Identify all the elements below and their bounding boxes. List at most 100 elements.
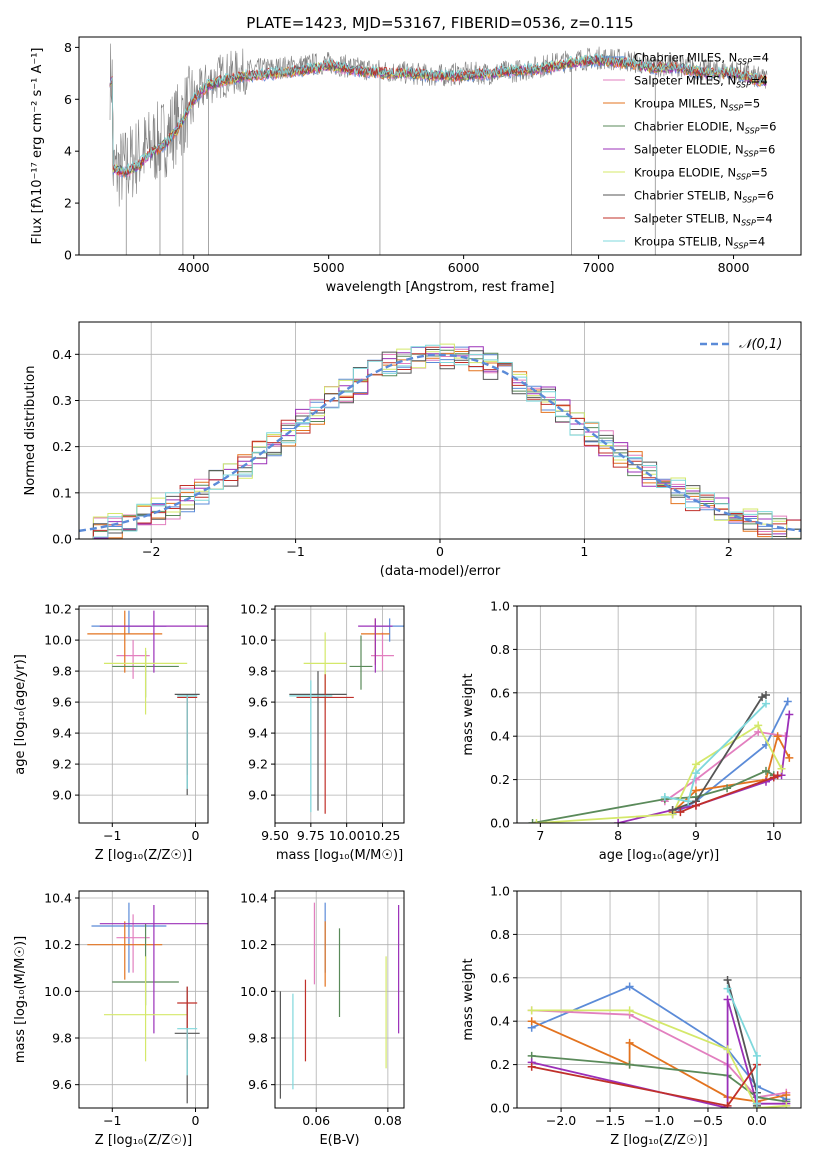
mass-vs-Z-marks xyxy=(87,902,208,1104)
y-tick-label: 10.4 xyxy=(44,891,72,906)
massweight-line xyxy=(680,774,779,813)
x-axis-label: (data-model)/error xyxy=(380,564,501,579)
y-tick-label: 0.2 xyxy=(490,772,510,787)
y-tick-label: 9.8 xyxy=(248,664,268,679)
x-tick-label: −1.5 xyxy=(595,1113,625,1128)
y-tick-label: 0.4 xyxy=(490,1014,510,1029)
massweight-marker xyxy=(777,764,786,773)
axes-frame xyxy=(78,605,209,824)
legend-label: Kroupa MILES, NSSP=5 xyxy=(634,97,760,113)
y-tick-label: 9.0 xyxy=(248,788,268,803)
x-tick-label: 5000 xyxy=(313,260,345,275)
spectrum-plot: 4000 5000 6000 7000 8000 0 2 4 6 8 wavelength [Ang… xyxy=(30,14,802,295)
residuals-plot: −2 −1 0 1 2 0.0 0.1 0.2 0.3 0.4 (data-model)/error… xyxy=(23,321,802,579)
massweight-marker xyxy=(527,1062,536,1071)
x-tick-label: 6000 xyxy=(448,260,480,275)
y-tick-label: 10.4 xyxy=(240,891,268,906)
massweight-marker xyxy=(691,769,700,778)
axes-frame xyxy=(78,36,802,256)
massweight-marker xyxy=(723,784,732,793)
y-tick-label: 1.0 xyxy=(490,884,510,899)
x-tick-label: 2 xyxy=(725,544,733,559)
residuals-marks xyxy=(79,343,801,539)
x-tick-label: 7000 xyxy=(583,260,615,275)
axes-frame xyxy=(516,605,802,824)
chart-title: PLATE=1423, MJD=53167, FIBERID=0536, z=0… xyxy=(246,14,633,32)
x-tick-label: 7 xyxy=(536,828,544,843)
y-tick-label: 0.2 xyxy=(52,439,72,454)
y-tick-label: 0.6 xyxy=(490,685,510,700)
x-tick-label: 0.06 xyxy=(302,1113,330,1128)
y-tick-label: 9.6 xyxy=(248,695,268,710)
massweight-marker xyxy=(527,1006,536,1015)
massweight-vs-Z-plot: −2.0 −1.5 −1.0 −0.5 0.0 0.0 0.2 0.4 0.6 0.8 1.0 Z [… xyxy=(461,884,802,1148)
y-tick-label: 9.6 xyxy=(248,1077,268,1092)
legend-label: Salpeter STELIB, NSSP=4 xyxy=(634,212,773,228)
massweight-marker xyxy=(625,1006,634,1015)
massweight-line xyxy=(664,730,786,803)
y-tick-label: 0.1 xyxy=(52,485,72,500)
y-tick-label: 9.2 xyxy=(52,757,72,772)
axes-frame xyxy=(78,890,209,1109)
x-tick-label: 9.50 xyxy=(261,828,289,843)
x-axis-label: Z [log₁₀(Z/Z☉)] xyxy=(95,848,192,863)
y-tick-label: 9.0 xyxy=(52,788,72,803)
y-tick-label: 0.8 xyxy=(490,927,510,942)
legend-label: Salpeter ELODIE, NSSP=6 xyxy=(634,143,775,159)
x-axis-label: Z [log₁₀(Z/Z☉)] xyxy=(95,1133,192,1148)
x-tick-label: 4000 xyxy=(178,260,210,275)
x-tick-label: 10.25 xyxy=(365,828,401,843)
x-tick-label: 0 xyxy=(192,828,200,843)
massweight-marker xyxy=(625,982,634,991)
mass-vs-ebv-marks xyxy=(279,902,400,1099)
legend-label: Kroupa STELIB, NSSP=4 xyxy=(634,235,765,251)
axes-frame xyxy=(78,321,802,540)
massweight-marker xyxy=(723,1101,732,1108)
massweight-vs-age-plot: 7 8 9 10 0.0 0.2 0.4 0.6 0.8 1.0 age [log₁₀(age/yr… xyxy=(461,599,802,863)
y-tick-label: 10.2 xyxy=(240,937,268,952)
y-tick-label: 0.3 xyxy=(52,393,72,408)
y-tick-label: 10.2 xyxy=(44,602,72,617)
massweight-marker xyxy=(614,819,623,823)
normal-curve xyxy=(79,353,801,533)
massweight-marker xyxy=(723,995,732,1004)
y-tick-label: 0.4 xyxy=(52,347,72,362)
massweight-line xyxy=(536,724,783,823)
y-tick-label: 10.0 xyxy=(44,984,72,999)
massweight-vs-age-marks xyxy=(528,690,794,823)
y-tick-label: 10.0 xyxy=(240,633,268,648)
legend-label: Kroupa ELODIE, NSSP=5 xyxy=(634,166,768,182)
legend-label: Salpeter MILES, NSSP=4 xyxy=(634,74,768,90)
axes-frame xyxy=(274,890,405,1109)
x-axis-label: Z [log₁₀(Z/Z☉)] xyxy=(610,1133,707,1148)
age-vs-mass-marks xyxy=(289,618,404,814)
massweight-marker xyxy=(723,984,732,993)
y-tick-label: 0.0 xyxy=(52,532,72,547)
legend-label: Chabrier STELIB, NSSP=6 xyxy=(634,189,774,205)
x-tick-label: 1 xyxy=(580,544,588,559)
massweight-marker xyxy=(761,690,770,699)
spectrum-marks xyxy=(109,43,768,255)
massweight-marker xyxy=(668,805,677,814)
massweight-line xyxy=(617,714,791,823)
x-tick-label: 0 xyxy=(192,1113,200,1128)
legend-label: Chabrier ELODIE, NSSP=6 xyxy=(634,120,776,136)
massweight-marker xyxy=(782,1101,791,1108)
y-tick-label: 9.8 xyxy=(248,1031,268,1046)
y-tick-label: 9.4 xyxy=(52,726,72,741)
x-axis-label: age [log₁₀(age/yr)] xyxy=(599,848,720,863)
x-tick-label: 0 xyxy=(436,544,444,559)
y-tick-label: 0.0 xyxy=(490,1101,510,1116)
massweight-marker xyxy=(528,819,537,823)
y-axis-label: Flux [fλ10⁻¹⁷ erg cm⁻² s⁻¹ A⁻¹] xyxy=(30,48,45,245)
y-tick-label: 9.6 xyxy=(52,1077,72,1092)
y-tick-label: 9.8 xyxy=(52,664,72,679)
legend-label: 𝒩(0,1) xyxy=(739,337,782,352)
mass-vs-ebv-plot: 0.06 0.08 9.6 9.8 10.0 10.2 10.4 E(B-V) xyxy=(240,890,405,1148)
massweight-marker xyxy=(783,697,792,706)
x-tick-label: −1 xyxy=(286,544,304,559)
massweight-marker xyxy=(625,1038,634,1047)
x-tick-label: −1 xyxy=(103,828,121,843)
axes-frame xyxy=(516,890,802,1109)
massweight-marker xyxy=(752,1051,761,1060)
